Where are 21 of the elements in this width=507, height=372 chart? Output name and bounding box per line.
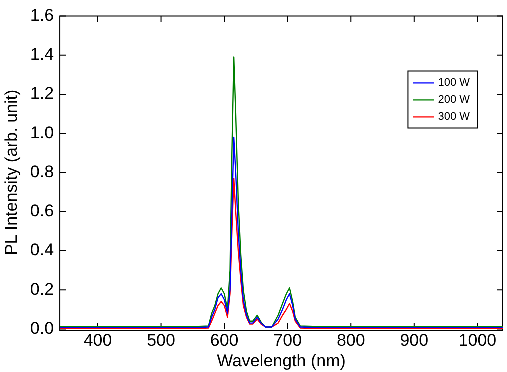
x-tick-label: 600 [210,331,239,350]
legend-label: 300 W [438,111,471,124]
legend-label: 200 W [438,94,471,106]
x-axis-title: Wavelength (nm) [217,351,346,370]
legend-label: 100 W [438,77,471,90]
x-tick-label: 400 [84,331,112,350]
y-tick-label: 0.6 [30,202,54,221]
y-tick-label: 1.2 [30,84,54,104]
y-tick-label: 0.4 [30,240,54,260]
y-tick-label: 0.2 [30,280,54,299]
x-tick-label: 900 [400,331,429,350]
x-tick-label: 1000 [458,331,497,350]
y-tick-label: 1.0 [30,123,54,142]
y-tick-label: 0.8 [30,162,54,182]
y-tick-label: 0.0 [30,318,54,338]
y-tick-label: 1.4 [30,45,54,64]
x-tick-label: 700 [274,331,302,350]
y-tick-label: 1.6 [30,6,54,25]
y-axis-title: PL Intensity (arb. unit) [2,90,21,256]
x-tick-label: 500 [147,331,176,350]
x-tick-label: 800 [336,331,366,350]
